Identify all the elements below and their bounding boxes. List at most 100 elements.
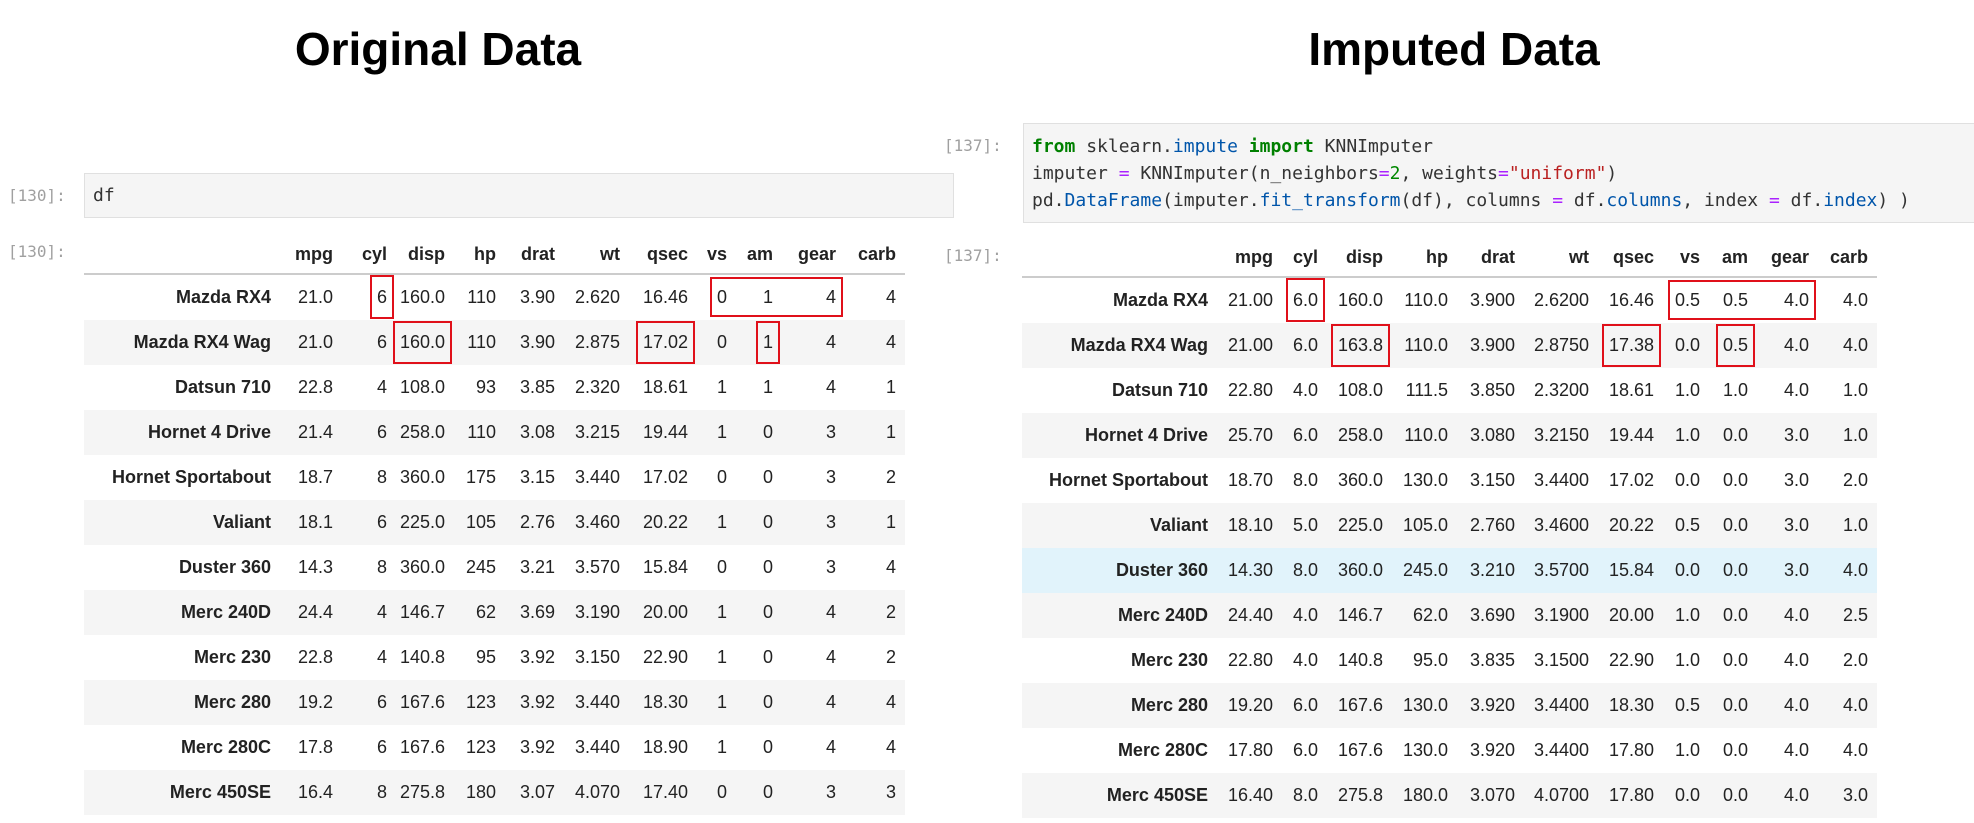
cell-qsec: 16.46 <box>1589 277 1654 323</box>
cell-drat: 3.900 <box>1448 277 1515 323</box>
cell-qsec: 18.61 <box>1589 368 1654 413</box>
cell-value: 0 <box>762 557 773 577</box>
row-index-label: Merc 240D <box>84 590 271 635</box>
cell-value: 17.38 <box>1608 335 1654 355</box>
cell-vs: 0.5 <box>1654 277 1700 323</box>
cell-value: 18.70 <box>1227 470 1273 490</box>
cell-qsec: 18.30 <box>620 680 688 725</box>
cell-value: 4 <box>825 692 836 712</box>
cell-am: 0 <box>727 680 773 725</box>
cell-value: 3.5700 <box>1533 560 1589 580</box>
column-header-mpg: mpg <box>1208 238 1273 278</box>
cell-value: 3.920 <box>1469 695 1515 715</box>
cell-value: 110 <box>467 287 496 307</box>
cell-am: 1.0 <box>1700 368 1748 413</box>
row-index-label: Merc 450SE <box>1022 773 1208 818</box>
cell-disp: 146.7 <box>387 590 445 635</box>
cell-value: 167.6 <box>1337 740 1383 760</box>
cell-value: 5.0 <box>1292 515 1318 535</box>
cell-hp: 175 <box>445 455 496 500</box>
cell-vs: 0 <box>688 320 727 365</box>
cell-vs: 0.5 <box>1654 683 1700 728</box>
cell-value: 2.0 <box>1842 650 1868 670</box>
cell-drat: 3.210 <box>1448 548 1515 593</box>
code-token: , weights <box>1400 163 1499 184</box>
cell-disp: 258.0 <box>1318 413 1383 458</box>
cell-carb: 4 <box>836 274 905 320</box>
cell-value: 105 <box>465 512 496 532</box>
cell-hp: 130.0 <box>1383 728 1448 773</box>
cell-disp: 108.0 <box>387 365 445 410</box>
column-header-carb: carb <box>1809 238 1877 278</box>
cell-value: 3.1500 <box>1533 650 1589 670</box>
column-header-cyl: cyl <box>333 235 387 275</box>
cell-gear: 4.0 <box>1748 773 1809 818</box>
cell-am: 0 <box>727 545 773 590</box>
cell-value: 0 <box>762 602 773 622</box>
cell-cyl: 8.0 <box>1273 773 1318 818</box>
cell-qsec: 18.30 <box>1589 683 1654 728</box>
cell-vs: 0.0 <box>1654 323 1700 368</box>
cell-drat: 3.85 <box>496 365 555 410</box>
cell-mpg: 19.20 <box>1208 683 1273 728</box>
cell-mpg: 22.8 <box>271 365 333 410</box>
code-token: = <box>1378 163 1390 184</box>
row-index-label: Valiant <box>84 500 271 545</box>
cell-value: 3.4400 <box>1533 695 1589 715</box>
cell-value: 258.0 <box>399 422 445 442</box>
cell-disp: 360.0 <box>1318 458 1383 503</box>
cell-value: 18.30 <box>1608 695 1654 715</box>
row-label-text: Duster 360 <box>178 557 271 577</box>
cell-gear: 3.0 <box>1748 503 1809 548</box>
column-header-gear: gear <box>773 235 836 275</box>
cell-disp: 146.7 <box>1318 593 1383 638</box>
cell-mpg: 22.80 <box>1208 368 1273 413</box>
cell-cyl: 6.0 <box>1273 277 1318 323</box>
cell-hp: 245.0 <box>1383 548 1448 593</box>
cell-value: 3 <box>825 512 836 532</box>
cell-disp: 167.6 <box>387 725 445 770</box>
imputed-data-title: Imputed Data <box>1308 23 1600 75</box>
cell-value: 245.0 <box>1402 560 1448 580</box>
code-token: = <box>1768 190 1780 211</box>
cell-value: 4.0 <box>1842 740 1868 760</box>
cell-cyl: 6.0 <box>1273 683 1318 728</box>
cell-value: 8 <box>376 467 387 487</box>
row-index-label: Hornet Sportabout <box>1022 458 1208 503</box>
cell-value: 175 <box>465 467 496 487</box>
column-header-carb: carb <box>836 235 905 275</box>
right-code-cell[interactable]: from sklearn.impute import KNNImputer imp… <box>1023 123 1974 223</box>
imputed-dataframe-table: mpg cyl disp hp drat wt qsec vs am gear carb Mazda … <box>1022 238 1877 818</box>
table-row: Merc 280C 17.80 6.0 167.6 130.0 3.920 3.4400 17… <box>1022 728 1877 773</box>
cell-carb: 1.0 <box>1809 368 1877 413</box>
table-row: Hornet Sportabout 18.7 8 360.0 175 3.15 3.440 1… <box>84 455 905 500</box>
cell-cyl: 4 <box>333 635 387 680</box>
code-token: impute <box>1172 136 1238 157</box>
cell-qsec: 17.40 <box>620 770 688 815</box>
cell-qsec: 20.00 <box>1589 593 1654 638</box>
left-input-prompt: [130]: <box>8 186 66 205</box>
cell-value: 0.5 <box>1722 290 1748 310</box>
cell-value: 20.00 <box>642 602 688 622</box>
index-header <box>1022 238 1208 278</box>
cell-value: 167.6 <box>399 692 445 712</box>
row-index-label: Mazda RX4 <box>84 274 271 320</box>
cell-value: 0 <box>716 467 727 487</box>
left-code-cell[interactable]: df <box>84 173 954 218</box>
cell-value: 19.44 <box>1608 425 1654 445</box>
cell-value: 8.0 <box>1292 785 1318 805</box>
cell-drat: 3.08 <box>496 410 555 455</box>
cell-vs: 1.0 <box>1654 638 1700 683</box>
cell-qsec: 16.46 <box>620 274 688 320</box>
header-row: mpg cyl disp hp drat wt qsec vs am gear carb <box>1022 238 1877 278</box>
cell-value: 1.0 <box>1674 425 1700 445</box>
cell-vs: 0 <box>688 455 727 500</box>
column-header-qsec: qsec <box>620 235 688 275</box>
cell-carb: 4.0 <box>1809 323 1877 368</box>
row-index-label: Datsun 710 <box>84 365 271 410</box>
row-label-text: Datsun 710 <box>174 377 271 397</box>
cell-value: 3.85 <box>519 377 555 397</box>
index-header <box>84 235 271 275</box>
cell-value: 110 <box>467 332 496 352</box>
cell-value: 3.210 <box>1469 560 1515 580</box>
